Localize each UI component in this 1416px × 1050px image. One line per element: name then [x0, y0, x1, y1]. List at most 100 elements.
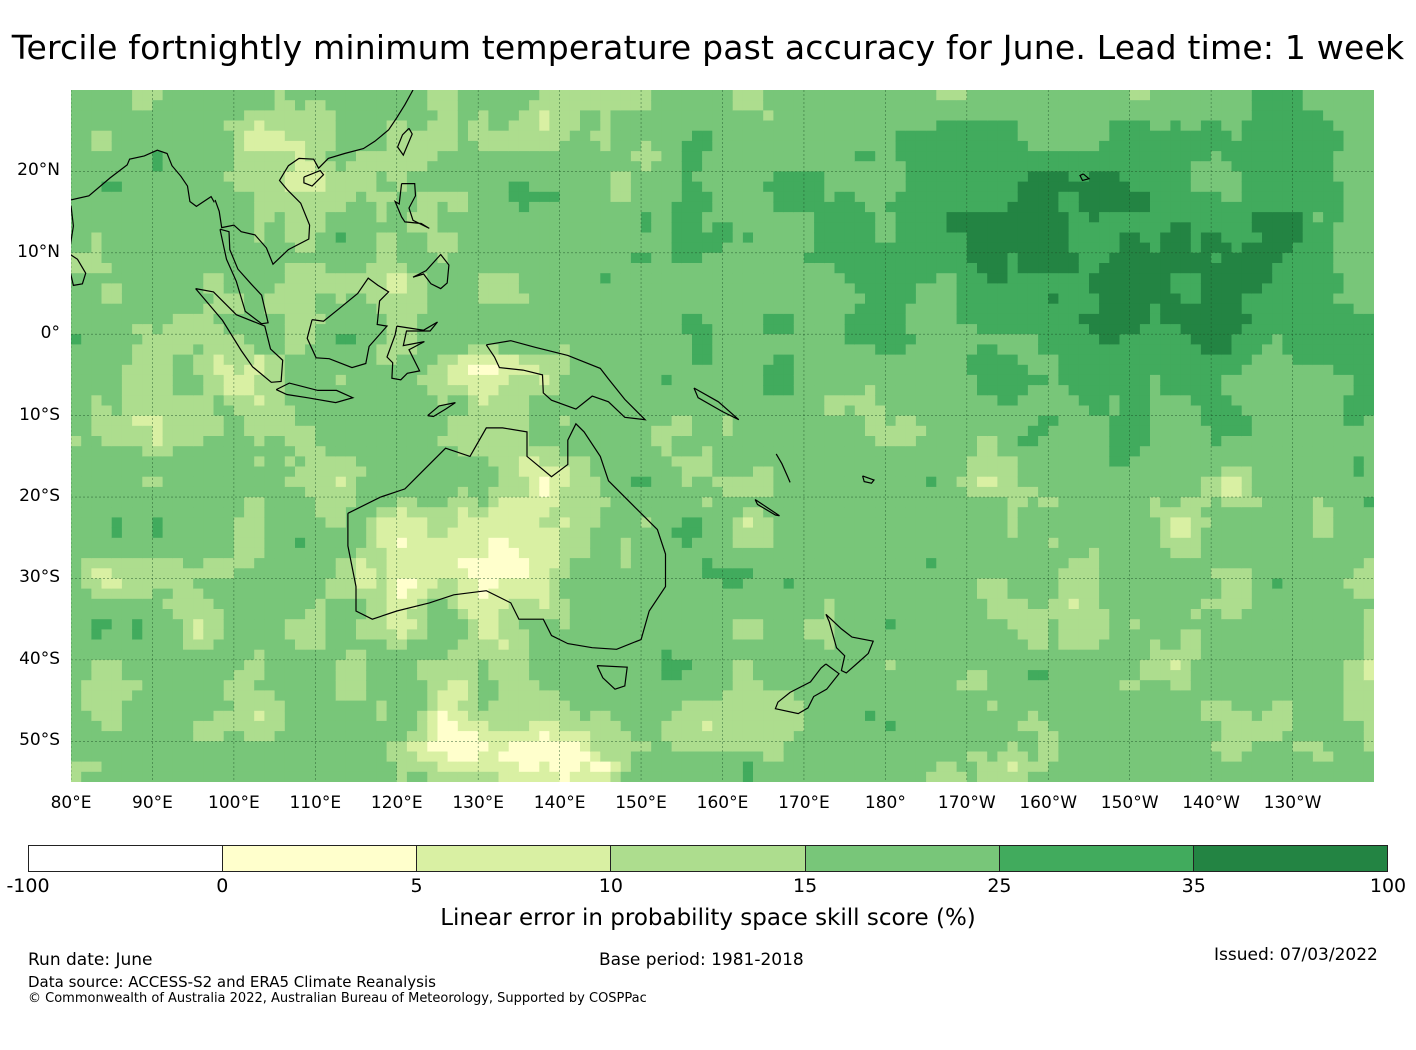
- skill-cell: [783, 283, 795, 295]
- skill-cell: [295, 537, 306, 549]
- skill-cell: [529, 263, 540, 274]
- skill-cell: [539, 303, 551, 315]
- skill-cell: [295, 741, 306, 753]
- skill-cell: [183, 649, 194, 661]
- skill-cell: [498, 283, 510, 295]
- skill-cell: [162, 100, 174, 111]
- skill-cell: [803, 90, 815, 101]
- skill-cell: [773, 90, 785, 101]
- skill-cell: [559, 649, 571, 661]
- skill-cell: [468, 191, 479, 203]
- skill-cell: [457, 558, 469, 569]
- skill-cell: [457, 181, 469, 193]
- skill-cell: [386, 497, 398, 508]
- skill-cell: [386, 171, 398, 183]
- skill-cell: [91, 171, 103, 183]
- skill-cell: [671, 629, 683, 641]
- skill-cell: [295, 181, 306, 193]
- skill-cell: [172, 507, 184, 518]
- skill-cell: [142, 151, 154, 162]
- skill-cell: [142, 130, 154, 142]
- skill-cell: [172, 771, 184, 782]
- skill-cell: [142, 639, 154, 651]
- skill-cell: [549, 619, 561, 630]
- skill-cell: [71, 242, 82, 254]
- skill-cell: [549, 456, 561, 468]
- skill-cell: [295, 436, 306, 447]
- skill-cell: [233, 232, 245, 244]
- skill-cell: [671, 120, 683, 132]
- skill-cell: [325, 232, 337, 244]
- skill-cell: [722, 720, 734, 732]
- skill-cell: [437, 161, 449, 172]
- skill-cell: [132, 497, 143, 508]
- skill-cell: [111, 731, 123, 742]
- skill-cell: [478, 364, 489, 376]
- skill-cell: [620, 90, 632, 101]
- skill-cell: [742, 252, 754, 264]
- skill-cell: [671, 720, 683, 732]
- skill-cell: [427, 263, 439, 274]
- skill-cell: [254, 273, 265, 284]
- skill-cell: [692, 476, 703, 488]
- skill-cell: [305, 659, 316, 671]
- skill-cell: [203, 507, 215, 518]
- skill-cell: [335, 283, 347, 295]
- skill-cell: [244, 690, 255, 702]
- skill-cell: [793, 181, 805, 193]
- skill-cell: [559, 680, 571, 691]
- skill-cell: [508, 710, 520, 722]
- skill-cell: [417, 436, 428, 447]
- skill-cell: [539, 507, 551, 518]
- skill-cell: [488, 181, 500, 193]
- skill-cell: [264, 313, 276, 325]
- skill-cell: [630, 273, 642, 284]
- skill-cell: [529, 242, 540, 254]
- skill-cell: [295, 232, 306, 244]
- skill-cell: [71, 263, 82, 274]
- skill-cell: [590, 201, 601, 213]
- skill-cell: [773, 446, 785, 457]
- skill-cell: [183, 497, 194, 508]
- skill-cell: [152, 385, 164, 396]
- skill-cell: [549, 334, 561, 345]
- skill-cell: [376, 710, 388, 722]
- skill-cell: [203, 639, 215, 651]
- skill-cell: [447, 731, 459, 742]
- skill-cell: [152, 558, 164, 569]
- skill-cell: [376, 405, 388, 417]
- skill-cell: [335, 354, 347, 366]
- skill-cell: [233, 771, 245, 782]
- skill-cell: [457, 405, 469, 417]
- skill-cell: [529, 181, 540, 193]
- skill-cell: [580, 588, 591, 600]
- skill-cell: [590, 90, 601, 101]
- skill-cell: [284, 619, 296, 630]
- skill-cell: [427, 374, 439, 386]
- skill-cell: [315, 690, 327, 702]
- skill-cell: [244, 201, 255, 213]
- skill-cell: [254, 710, 265, 722]
- skill-cell: [508, 90, 520, 101]
- skill-cell: [223, 364, 235, 376]
- skill-cell: [345, 100, 357, 111]
- skill-cell: [518, 741, 530, 753]
- skill-cell: [244, 405, 255, 417]
- skill-cell: [254, 222, 265, 234]
- skill-cell: [223, 191, 235, 203]
- skill-cell: [539, 283, 551, 295]
- skill-cell: [244, 649, 255, 661]
- skill-cell: [111, 446, 123, 457]
- skill-cell: [254, 700, 265, 712]
- skill-cell: [620, 273, 632, 284]
- skill-cell: [427, 558, 439, 569]
- skill-cell: [630, 293, 642, 305]
- skill-cell: [641, 619, 652, 630]
- skill-cell: [274, 140, 286, 152]
- skill-cell: [284, 751, 296, 763]
- skill-cell: [651, 425, 662, 437]
- skill-cell: [814, 354, 825, 366]
- skill-cell: [305, 537, 316, 549]
- skill-cell: [681, 405, 693, 417]
- skill-cell: [814, 151, 825, 162]
